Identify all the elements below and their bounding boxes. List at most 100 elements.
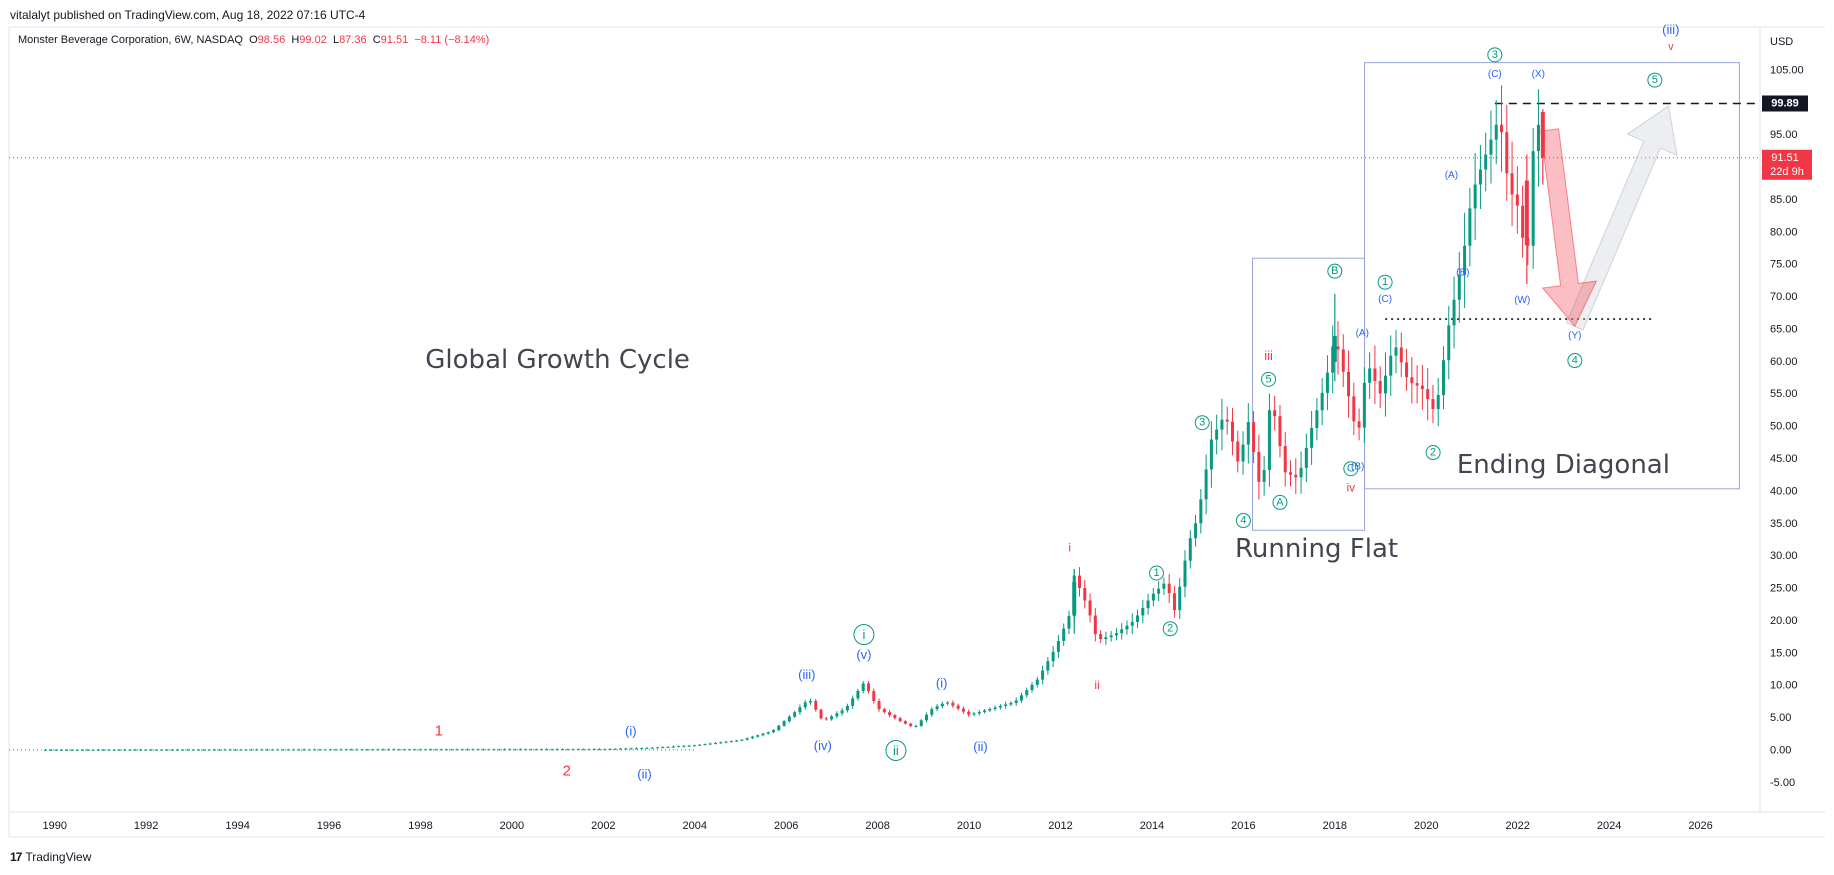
candle-body — [1072, 582, 1077, 615]
tradingview-brand[interactable]: 17 TradingView — [10, 850, 91, 864]
candle-body — [1399, 347, 1403, 363]
wave-label: (B) — [1456, 268, 1469, 279]
brand-label: TradingView — [25, 850, 92, 864]
close-value: 91.51 — [380, 34, 409, 46]
candle-body — [91, 749, 95, 751]
candle-body — [729, 741, 733, 743]
candle-body — [1536, 124, 1540, 152]
candle-body — [782, 721, 786, 726]
candle-body — [872, 691, 876, 702]
y-tick-label: 55.00 — [1770, 388, 1798, 400]
level-price-tag — [1762, 95, 1808, 112]
candle-body — [719, 742, 723, 744]
high-label: H — [291, 34, 300, 46]
candle-body — [1093, 615, 1097, 635]
wave-label: (ii) — [637, 766, 651, 781]
symbol-legend: Monster Beverage Corporation, 6W, NASDAQ… — [18, 34, 489, 46]
last-price-tag-text: 91.51 — [1771, 152, 1799, 164]
candle-body — [835, 713, 839, 717]
candle-body — [307, 749, 311, 751]
candle-body — [1510, 173, 1514, 195]
candle-body — [1120, 629, 1124, 634]
candle-body — [1146, 600, 1150, 608]
x-tick-label: 2026 — [1688, 820, 1712, 832]
candle-body — [1325, 372, 1329, 393]
open-value: 98.56 — [257, 34, 286, 46]
projection-up-arrow[interactable] — [1565, 105, 1678, 331]
wave-label-circle — [853, 624, 875, 646]
candle-body — [1056, 641, 1060, 652]
candle-body — [86, 749, 90, 751]
candle-body — [260, 749, 264, 751]
x-tick-label: 1990 — [42, 820, 66, 832]
candle-body — [334, 749, 338, 751]
candle-body — [613, 748, 617, 750]
y-tick-label: 95.00 — [1770, 129, 1798, 141]
candle-body — [265, 749, 269, 751]
candle-body — [81, 749, 85, 751]
candle-body — [376, 749, 380, 751]
x-tick-label: 2010 — [957, 820, 981, 832]
wave-label-circle — [1261, 371, 1277, 387]
candle-body — [1315, 410, 1319, 428]
candle-body — [824, 718, 828, 720]
candle-body — [1383, 375, 1387, 394]
candle-body — [460, 749, 464, 751]
candle-body — [956, 705, 960, 709]
candle-body — [1304, 447, 1308, 468]
y-tick-label: 5.00 — [1770, 712, 1791, 724]
wave-label: (v) — [856, 647, 871, 662]
y-tick-label: 40.00 — [1770, 485, 1798, 497]
candle-body — [270, 749, 274, 751]
candle-body — [1014, 700, 1018, 703]
candle-body — [1141, 607, 1145, 616]
wave-label-circle — [1162, 621, 1178, 637]
wave-label: 5 — [1265, 373, 1271, 385]
ending-diagonal-box[interactable] — [1364, 62, 1740, 490]
candle-body — [1515, 194, 1519, 206]
candle-body — [65, 749, 69, 751]
candle-body — [397, 749, 401, 751]
candle-body — [481, 749, 485, 751]
symbol-name[interactable]: Monster Beverage Corporation, 6W, NASDAQ — [18, 34, 243, 46]
tradingview-logo-icon: 17 — [10, 850, 22, 864]
candle-body — [967, 711, 971, 715]
projection-down-arrow[interactable] — [1540, 128, 1598, 328]
candle-body — [1136, 615, 1140, 622]
chart-annotation-title[interactable]: Running Flat — [1235, 534, 1398, 564]
candle-body — [861, 683, 865, 691]
wave-label: (iii) — [798, 667, 815, 682]
candle-body — [249, 749, 253, 751]
candle-body — [830, 716, 834, 720]
candle-body — [1426, 389, 1430, 400]
candle-body — [497, 749, 501, 751]
wave-label: 4 — [1240, 515, 1246, 527]
candle-body — [1225, 419, 1229, 422]
wave-label: iv — [1346, 481, 1355, 495]
candle-body — [925, 714, 929, 721]
x-tick-label: 2020 — [1414, 820, 1438, 832]
candle-body — [851, 698, 855, 706]
candle-body — [1494, 124, 1498, 140]
candle-body — [503, 749, 507, 751]
candle-body — [1167, 583, 1171, 594]
candle-body — [508, 749, 512, 751]
candle-body — [1025, 690, 1029, 696]
candle-body — [1041, 670, 1045, 680]
candle-body — [202, 749, 206, 751]
wave-label: (A) — [1356, 328, 1369, 339]
chart-annotation-title[interactable]: Global Growth Cycle — [425, 345, 690, 375]
wave-label: C — [1347, 463, 1355, 475]
candle-body — [1410, 377, 1414, 384]
wave-label: 2 — [1430, 447, 1436, 459]
candle-body — [555, 749, 559, 751]
candle-body — [96, 749, 100, 751]
candle-body — [1209, 439, 1213, 470]
candle-body — [777, 725, 781, 731]
candle-body — [703, 744, 707, 746]
x-tick-label: 1998 — [408, 820, 432, 832]
candle-body — [297, 749, 301, 751]
chart-annotation-title[interactable]: Ending Diagonal — [1457, 450, 1670, 480]
wave-label: 3 — [1199, 417, 1205, 429]
